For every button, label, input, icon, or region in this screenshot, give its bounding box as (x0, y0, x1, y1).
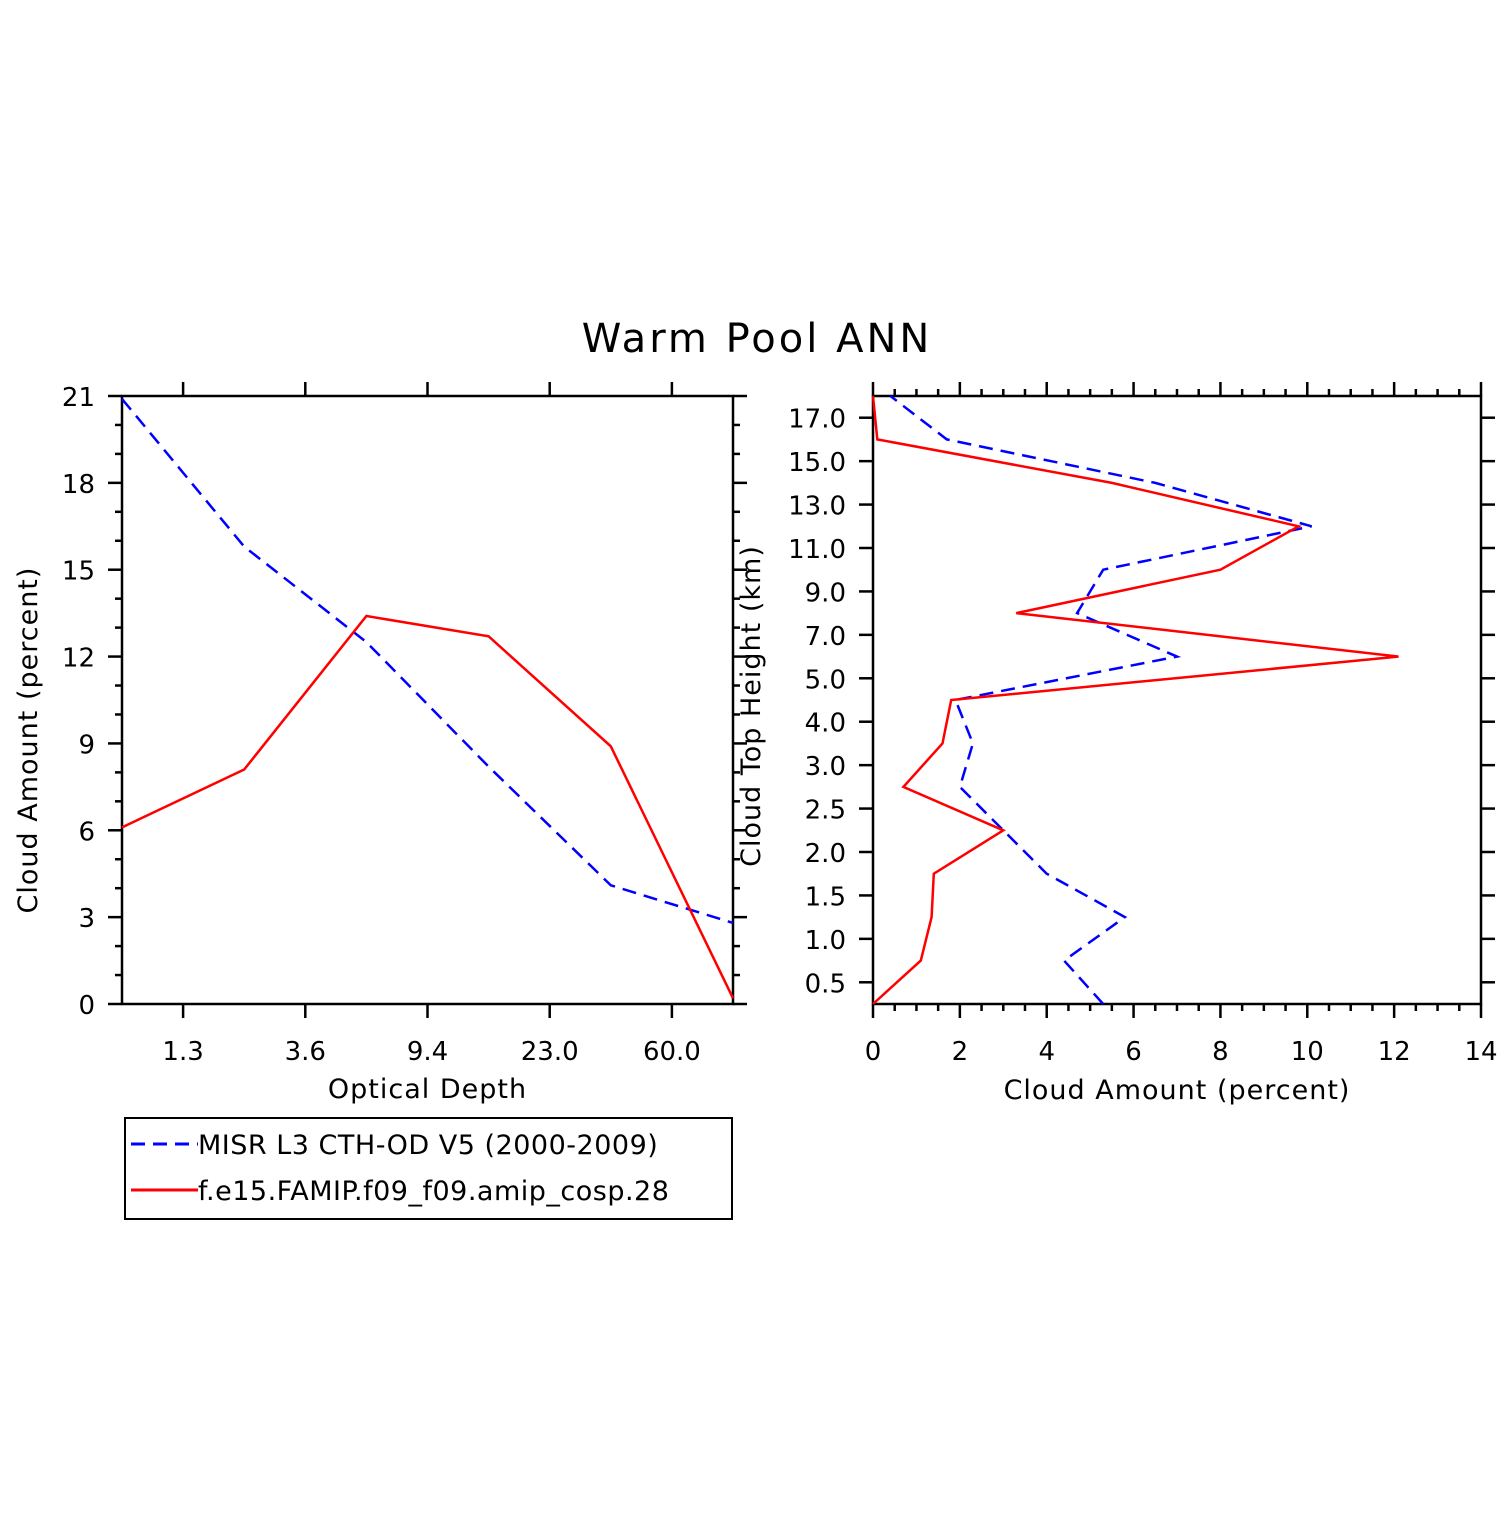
y-tick-label: 1.5 (805, 882, 846, 912)
y-tick-label: 3 (78, 904, 95, 934)
y-tick-label: 1.0 (805, 926, 846, 956)
x-tick-label: 60.0 (643, 1037, 701, 1067)
x-tick-label: 0 (865, 1037, 882, 1067)
y-tick-label: 12 (62, 644, 95, 674)
y-tick-label: 3.0 (805, 752, 846, 782)
chart-title: Warm Pool ANN (582, 316, 933, 362)
plot-frame (871, 394, 1483, 1006)
x-tick-label: 4 (1038, 1037, 1055, 1067)
x-tick-label: 12 (1378, 1037, 1411, 1067)
y-tick-label: 15 (62, 557, 95, 587)
series-line-model (871, 395, 1399, 1005)
optical-depth-panel: 1.3 3.6 9.4 23.0 60.0 0 3 6 9 12 15 18 21 Optical Dep… (13, 382, 747, 1105)
y-tick-label: 2.5 (805, 796, 846, 826)
cloud-height-panel: 0 2 4 6 8 10 12 14 0.5 1.0 1.5 2.0 2.5 3.0 4.0 5.0 7.0 9.… (736, 382, 1498, 1106)
x-tick-label: 8 (1212, 1037, 1229, 1067)
x-tick-label: 2 (952, 1037, 969, 1067)
x-tick-label: 6 (1125, 1037, 1142, 1067)
y-tick-label: 7.0 (805, 622, 846, 652)
x-axis-label: Optical Depth (328, 1074, 527, 1105)
y-tick-label: 9.0 (805, 578, 846, 608)
x-tick-label: 14 (1464, 1037, 1497, 1067)
series-line-model (121, 614, 735, 999)
y-tick-label: 15.0 (788, 448, 846, 478)
y-tick-label: 5.0 (805, 665, 846, 695)
y-tick-label: 17.0 (788, 405, 846, 435)
legend-box (124, 1117, 733, 1220)
y-tick-label: 9 (78, 730, 95, 760)
x-tick-label: 23.0 (521, 1037, 579, 1067)
y-tick-label: 11.0 (788, 535, 846, 565)
y-tick-label: 18 (62, 470, 95, 500)
y-tick-label: 13.0 (788, 492, 846, 522)
legend-label-obs: MISR L3 CTH-OD V5 (2000-2009) (198, 1130, 658, 1161)
x-tick-label: 3.6 (285, 1037, 326, 1067)
y-tick-label: 0.5 (805, 969, 846, 999)
x-axis-label: Cloud Amount (percent) (1004, 1075, 1351, 1106)
y-tick-label: 0 (78, 991, 95, 1021)
y-tick-label: 21 (62, 383, 95, 413)
y-tick-label: 6 (78, 817, 95, 847)
y-tick-label: 2.0 (805, 839, 846, 869)
series-line-obs (889, 395, 1312, 1005)
legend: MISR L3 CTH-OD V5 (2000-2009) f.e15.FAMI… (124, 1117, 733, 1220)
plot-frame (120, 394, 735, 1006)
legend-label-model: f.e15.FAMIP.f09_f09.amip_cosp.28 (198, 1176, 669, 1207)
x-tick-label: 10 (1291, 1037, 1324, 1067)
x-tick-label: 1.3 (162, 1037, 203, 1067)
x-tick-label: 9.4 (407, 1037, 448, 1067)
y-tick-label: 4.0 (805, 709, 846, 739)
series-line-obs (121, 398, 734, 925)
y-axis-label: Cloud Amount (percent) (13, 567, 44, 914)
y-axis-label: Cloud Top Height (km) (736, 545, 767, 867)
